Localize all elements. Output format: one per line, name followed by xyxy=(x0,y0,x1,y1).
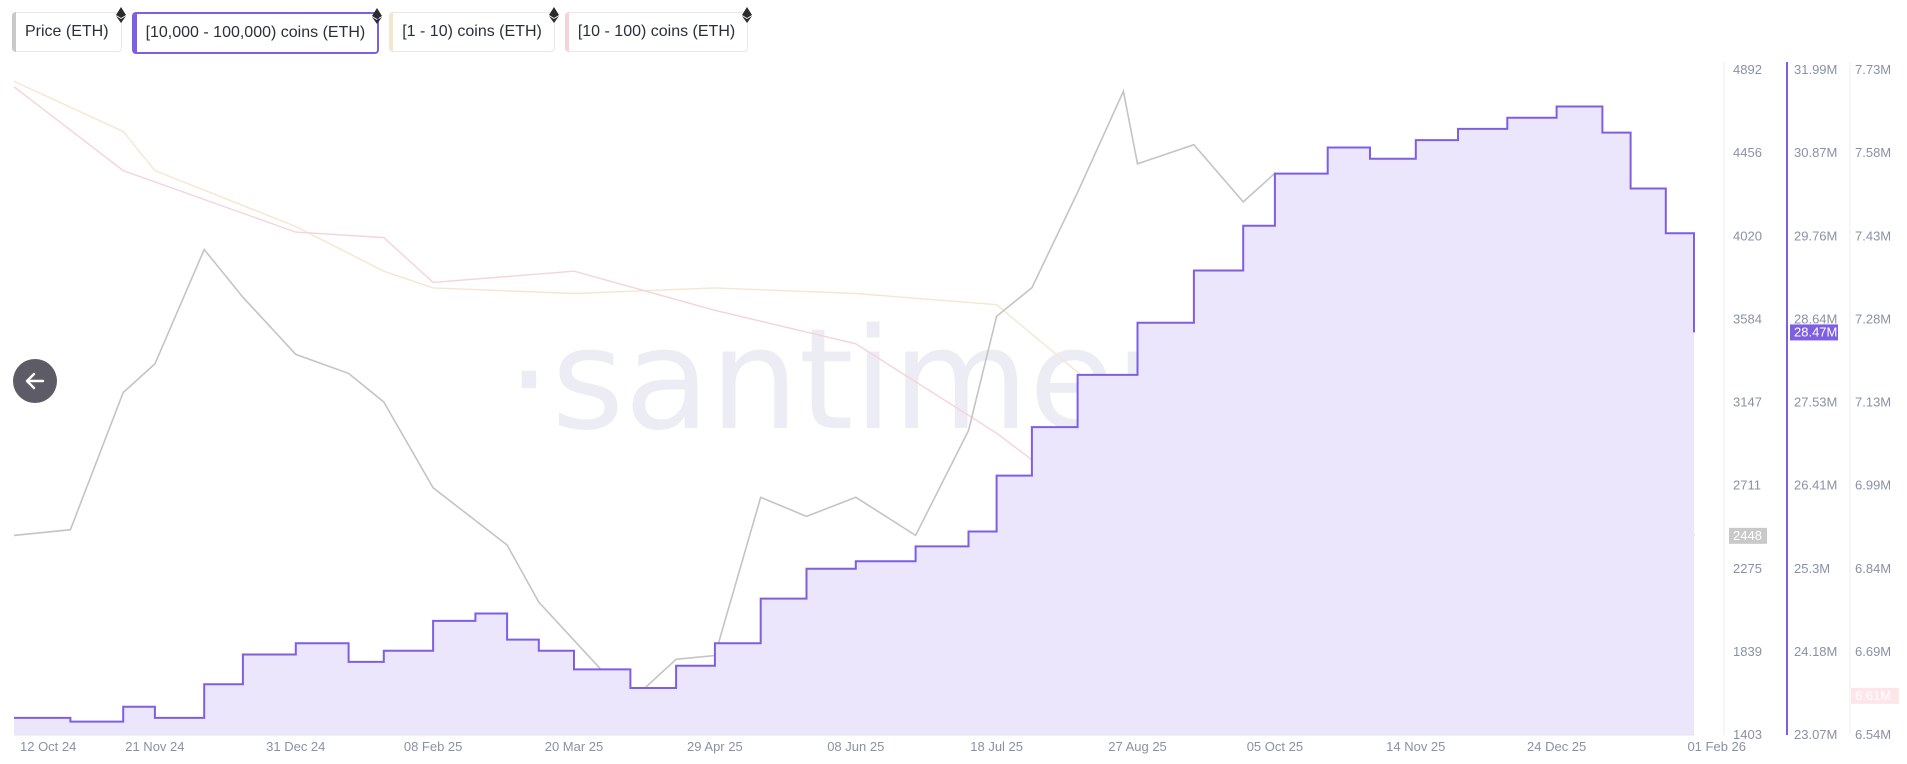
current-value-badge-price xyxy=(1729,527,1767,544)
y-tick-label-price: 2275 xyxy=(1733,561,1762,576)
y-tick-label-price: 4456 xyxy=(1733,145,1762,160)
series-layer xyxy=(13,80,1695,735)
y-tick-label-small: 6.84M xyxy=(1855,561,1891,576)
ethereum-icon xyxy=(548,7,559,23)
y-tick-label-whales: 30.87M xyxy=(1794,145,1837,160)
y-tick-label-whales: 23.07M xyxy=(1794,727,1837,742)
x-tick-label: 27 Aug 25 xyxy=(1108,739,1167,754)
y-tick-label-small: 7.73M xyxy=(1855,62,1891,77)
legend-chip-price[interactable]: Price (ETH) xyxy=(12,7,126,52)
y-tick-label-price: 4892 xyxy=(1733,62,1762,77)
y-tick-label-small: 7.13M xyxy=(1855,395,1891,410)
current-value-badge-whales xyxy=(1790,324,1838,341)
y-tick-label-whales: 27.53M xyxy=(1794,395,1837,410)
legend-color-swatch xyxy=(564,12,569,52)
legend-chip-label: [1 - 10) coins (ETH) xyxy=(402,23,542,40)
y-tick-label-price: 4020 xyxy=(1733,228,1762,243)
legend-bar: Price (ETH) [10,000 - 100,000) coins (ET… xyxy=(12,7,753,54)
y-tick-label-small: 6.54M xyxy=(1855,727,1891,742)
y-tick-label-whales: 26.41M xyxy=(1794,478,1837,493)
x-tick-label: 31 Dec 24 xyxy=(266,739,325,754)
legend-chip-whales[interactable]: [10,000 - 100,000) coins (ETH) xyxy=(131,8,383,54)
legend-color-swatch xyxy=(389,12,394,52)
series-line-whales xyxy=(14,105,1695,723)
ethereum-icon xyxy=(742,7,753,23)
current-value-label-price: 2448 xyxy=(1733,528,1762,543)
x-tick-label: 05 Oct 25 xyxy=(1247,739,1303,754)
legend-chip-label: [10,000 - 100,000) coins (ETH) xyxy=(145,24,366,41)
x-tick-label: 18 Jul 25 xyxy=(970,739,1023,754)
x-tick-label: 21 Nov 24 xyxy=(125,739,184,754)
x-tick-label: 29 Apr 25 xyxy=(687,739,743,754)
ethereum-icon xyxy=(372,8,383,24)
x-tick-label: 12 Oct 24 xyxy=(20,739,76,754)
y-tick-label-small: 6.99M xyxy=(1855,478,1891,493)
axis-layer: 12 Oct 24 21 Nov 24 31 Dec 24 08 Feb 25 20 M… xyxy=(14,62,1899,754)
legend-chip-1-10[interactable]: [1 - 10) coins (ETH) xyxy=(389,7,559,52)
x-tick-label: 14 Nov 25 xyxy=(1386,739,1445,754)
y-tick-label-small: 7.28M xyxy=(1855,311,1891,326)
current-value-label-whales: 28.47M xyxy=(1794,324,1837,339)
current-value-badge-small xyxy=(1851,687,1899,704)
y-tick-label-price: 3147 xyxy=(1733,395,1762,410)
y-tick-label-whales: 29.76M xyxy=(1794,228,1837,243)
y-tick-label-price: 1839 xyxy=(1733,644,1762,659)
legend-chip-label: Price (ETH) xyxy=(25,23,109,40)
whales-area xyxy=(14,106,1694,735)
x-tick-label: 01 Feb 26 xyxy=(1687,739,1746,754)
x-tick-label: 08 Jun 25 xyxy=(827,739,884,754)
legend-color-swatch xyxy=(12,12,16,52)
y-tick-label-whales: 24.18M xyxy=(1794,644,1837,659)
y-tick-label-small: 6.69M xyxy=(1855,644,1891,659)
y-tick-label-small: 7.58M xyxy=(1855,145,1891,160)
legend-color-swatch xyxy=(132,13,137,53)
y-tick-label-price: 3584 xyxy=(1733,311,1762,326)
y-tick-label-price: 2711 xyxy=(1733,478,1761,493)
legend-chip-10-100[interactable]: [10 - 100) coins (ETH) xyxy=(564,7,753,52)
y-tick-label-whales: 25.3M xyxy=(1794,561,1830,576)
arrow-left-icon xyxy=(25,372,45,390)
y-tick-label-whales: 31.99M xyxy=(1794,62,1837,77)
x-tick-label: 24 Dec 25 xyxy=(1527,739,1586,754)
current-value-label-small: 6.61M xyxy=(1855,688,1891,703)
y-tick-label-whales: 28.64M xyxy=(1794,311,1837,326)
legend-chip-label: [10 - 100) coins (ETH) xyxy=(577,23,736,40)
x-tick-label: 20 Mar 25 xyxy=(545,739,604,754)
ethereum-icon xyxy=(115,7,126,23)
y-tick-label-small: 7.43M xyxy=(1855,228,1891,243)
back-button[interactable] xyxy=(13,359,57,403)
x-tick-label: 08 Feb 25 xyxy=(404,739,463,754)
y-tick-label-price: 1403 xyxy=(1733,727,1762,742)
